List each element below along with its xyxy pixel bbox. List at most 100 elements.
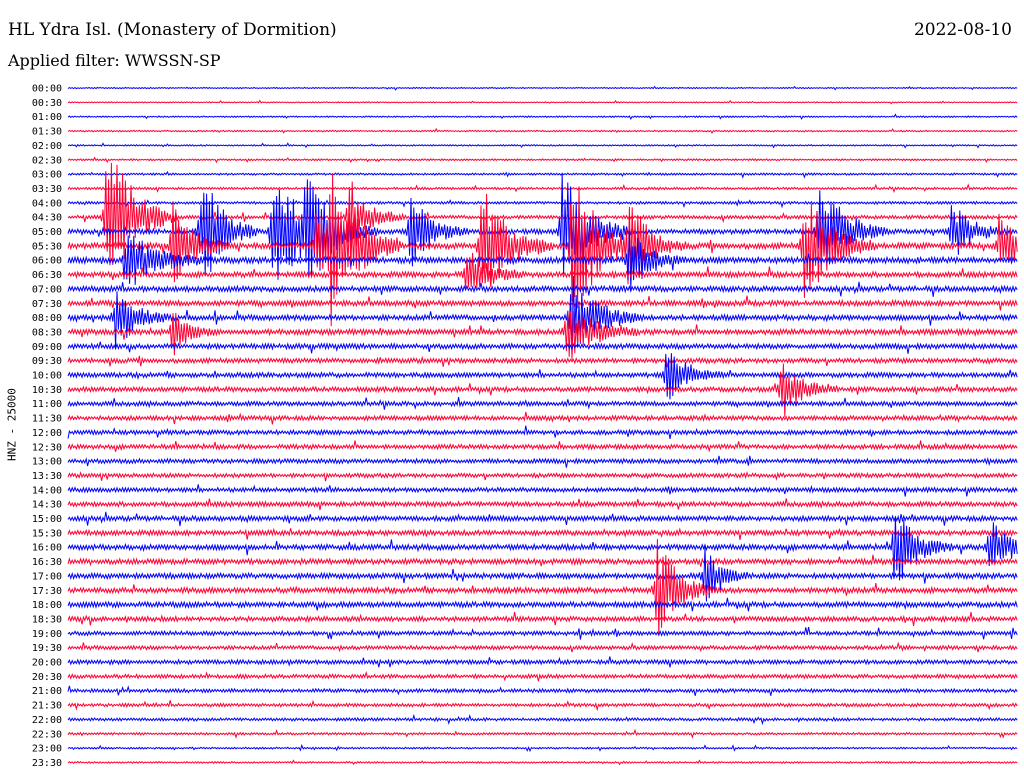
trace-0330-red [67, 183, 1018, 194]
time-label: 19:00 [32, 629, 62, 640]
trace-0930-red [67, 355, 1018, 368]
trace-2330-red [67, 759, 1018, 766]
time-label: 16:00 [32, 543, 62, 554]
time-label: 07:00 [32, 284, 62, 295]
time-label: 21:30 [32, 701, 62, 712]
time-label: 17:30 [32, 586, 62, 597]
trace-2230-red [67, 728, 1018, 739]
trace-0000-blue [67, 85, 1018, 91]
trace-0700-blue [67, 281, 1018, 297]
trace-1730-red [67, 538, 1018, 635]
trace-0900-blue [67, 341, 1018, 354]
time-label: 12:00 [32, 428, 62, 439]
time-label: 15:30 [32, 528, 62, 539]
time-label: 08:00 [32, 313, 62, 324]
trace-2030-red [67, 670, 1018, 682]
trace-0530-red [67, 173, 1018, 327]
time-label: 01:00 [32, 112, 62, 123]
trace-1700-blue [67, 546, 1018, 602]
time-label: 15:00 [32, 514, 62, 525]
trace-1430-red [67, 498, 1018, 511]
time-label: 14:30 [32, 500, 62, 511]
trace-0500-blue [67, 172, 1018, 280]
trace-1800-blue [67, 597, 1018, 612]
trace-1830-red [67, 611, 1018, 626]
trace-0130-red [67, 127, 1018, 134]
time-label: 11:30 [32, 414, 62, 425]
time-label: 16:30 [32, 557, 62, 568]
time-label: 12:30 [32, 442, 62, 453]
time-label: 02:30 [32, 155, 62, 166]
trace-1930-red [67, 641, 1018, 653]
trace-1400-blue [67, 484, 1018, 497]
trace-1500-blue [67, 511, 1018, 527]
trace-2000-blue [67, 656, 1018, 668]
trace-1030-red [67, 363, 1018, 418]
trace-1000-blue [67, 353, 1018, 400]
time-label: 03:00 [32, 170, 62, 181]
time-label: 23:30 [32, 758, 62, 769]
trace-0630-red [67, 252, 1018, 290]
time-label: 20:00 [32, 658, 62, 669]
trace-0730-red [67, 295, 1018, 311]
time-label: 13:30 [32, 471, 62, 482]
trace-0830-red [67, 310, 1018, 360]
trace-1230-red [67, 440, 1018, 453]
time-labels: 00:00 00:30 01:00 01:30 02:00 02:30 03:00 03:30… [32, 84, 62, 769]
trace-0300-blue [67, 170, 1018, 179]
time-label: 09:30 [32, 356, 62, 367]
time-label: 01:30 [32, 127, 62, 138]
time-label: 20:30 [32, 672, 62, 683]
trace-0600-blue [67, 230, 1018, 290]
traces [67, 85, 1018, 766]
time-label: 04:30 [32, 213, 62, 224]
trace-1900-blue [67, 627, 1018, 640]
time-label: 04:00 [32, 198, 62, 209]
trace-2200-blue [67, 713, 1018, 726]
time-label: 22:00 [32, 715, 62, 726]
trace-0100-blue [67, 113, 1018, 120]
time-label: 05:30 [32, 241, 62, 252]
filter-label: Applied filter: WWSSN-SP [8, 51, 221, 70]
time-label: 07:30 [32, 299, 62, 310]
time-label: 08:30 [32, 327, 62, 338]
trace-0200-blue [67, 142, 1018, 149]
trace-1630-red [67, 554, 1018, 567]
trace-0030-red [67, 99, 1018, 105]
trace-2300-blue [67, 743, 1018, 753]
time-label: 06:00 [32, 256, 62, 267]
trace-0400-blue [67, 199, 1018, 209]
trace-0800-blue [67, 275, 1018, 354]
trace-2100-blue [67, 685, 1018, 696]
time-label: 18:00 [32, 600, 62, 611]
station-title: HL Ydra Isl. (Monastery of Dormition) [8, 20, 337, 40]
time-label: 13:00 [32, 457, 62, 468]
time-label: 02:00 [32, 141, 62, 152]
time-label: 11:00 [32, 399, 62, 410]
trace-1600-blue [67, 516, 1018, 581]
trace-0230-red [67, 156, 1018, 164]
trace-2130-red [67, 699, 1018, 712]
trace-1300-blue [67, 455, 1018, 468]
time-label: 06:30 [32, 270, 62, 281]
date-label: 2022-08-10 [913, 20, 1012, 40]
time-label: 21:00 [32, 686, 62, 697]
time-label: 10:30 [32, 385, 62, 396]
time-label: 03:30 [32, 184, 62, 195]
trace-1200-blue [67, 425, 1018, 439]
time-label: 18:30 [32, 614, 62, 625]
time-label: 05:00 [32, 227, 62, 238]
time-label: 14:00 [32, 485, 62, 496]
trace-1130-red [67, 411, 1018, 425]
time-label: 00:30 [32, 98, 62, 109]
time-label: 17:00 [32, 571, 62, 582]
time-label: 10:00 [32, 371, 62, 382]
trace-1330-red [67, 471, 1018, 482]
trace-1100-blue [67, 397, 1018, 410]
time-label: 00:00 [32, 84, 62, 95]
time-label: 23:00 [32, 744, 62, 755]
time-label: 09:00 [32, 342, 62, 353]
trace-1530-red [67, 527, 1018, 540]
time-label: 19:30 [32, 643, 62, 654]
